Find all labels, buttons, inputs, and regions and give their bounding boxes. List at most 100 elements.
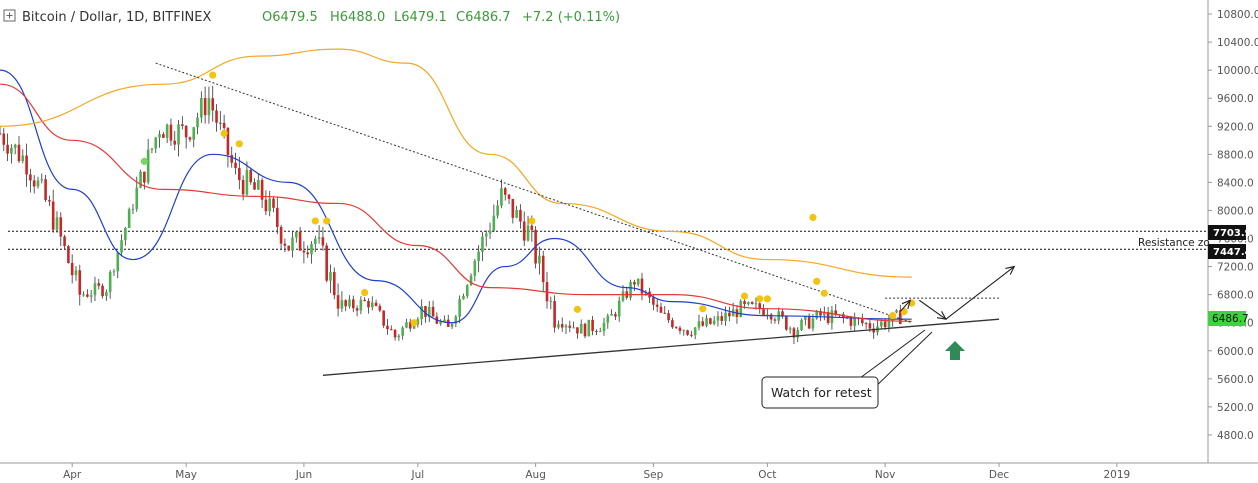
signal-dot <box>140 157 148 165</box>
candle-up <box>82 294 85 296</box>
candle-down <box>386 325 389 330</box>
candle-up <box>469 275 473 286</box>
candle-up <box>621 291 625 301</box>
candle-up <box>564 325 568 328</box>
candle-down <box>883 321 887 328</box>
candle-up <box>484 233 488 237</box>
moving-averages <box>0 48 912 324</box>
candle-up <box>450 323 454 327</box>
time-tick-label: Sep <box>643 469 663 481</box>
signal-dot <box>220 129 228 137</box>
price-tick-label: 6800.0 <box>1217 290 1254 302</box>
candle-down <box>389 329 393 331</box>
candle-up <box>492 215 496 231</box>
candle-down <box>674 327 678 329</box>
price-tick-label: 9600.0 <box>1217 93 1254 105</box>
callout-text: Watch for retest <box>771 385 872 400</box>
projection-arrowhead <box>901 299 912 310</box>
signal-dot <box>820 289 828 297</box>
candle-down <box>67 246 70 264</box>
candle-up <box>549 301 553 303</box>
price-tick-label: 6000.0 <box>1217 346 1254 358</box>
candle-down <box>29 174 32 181</box>
candle-down <box>568 325 572 328</box>
candle-up <box>458 299 461 317</box>
candle-down <box>63 236 66 247</box>
candle-up <box>116 252 120 272</box>
signal-dot <box>756 295 764 303</box>
time-tick-label: May <box>175 469 197 481</box>
signal-dot <box>323 217 331 225</box>
candle-down <box>0 133 2 135</box>
signal-dot <box>809 213 817 222</box>
candle-up <box>515 209 518 218</box>
candle-down <box>59 217 63 237</box>
candle-up <box>427 306 431 317</box>
candle-up <box>370 302 374 308</box>
candle-up <box>13 144 17 148</box>
candle-up <box>310 244 313 255</box>
projection-segment <box>899 299 911 312</box>
candle-down <box>260 180 264 200</box>
candle-up <box>196 117 199 128</box>
candle-up <box>853 317 857 326</box>
candle-up <box>112 271 116 273</box>
resistance-label: Resistance zo <box>1138 237 1210 249</box>
candle-down <box>522 221 526 241</box>
signal-dot <box>813 277 821 285</box>
signal-dot <box>528 217 536 225</box>
signal-dot <box>699 305 707 313</box>
price-tick-label: 4800.0 <box>1217 430 1254 442</box>
horizontal-levels <box>8 230 1208 250</box>
candle-down <box>344 300 347 307</box>
collapse-icon[interactable] <box>3 9 16 22</box>
candle-down <box>652 297 655 305</box>
candle-up <box>572 327 575 329</box>
price-tick-label: 9200.0 <box>1217 121 1254 133</box>
candle-up <box>887 321 891 328</box>
candle-up <box>207 98 211 116</box>
candle-up <box>348 299 351 307</box>
candle-down <box>424 305 427 317</box>
candle-down <box>576 327 579 334</box>
candle-up <box>579 323 583 334</box>
candle-down <box>162 134 165 138</box>
candle-down <box>861 319 864 324</box>
time-tick-label: Apr <box>63 469 82 481</box>
candle-down <box>720 316 724 321</box>
candle-down <box>792 328 796 338</box>
time-axis-ticks: Apr May Jun Jul Aug Sep Oct Nov Dec 2019 <box>63 463 1130 481</box>
candle-up <box>245 170 249 195</box>
candle-up <box>788 328 792 330</box>
ohlc-high: H6488.0 <box>330 10 385 25</box>
candle-up <box>317 237 321 239</box>
candle-up <box>443 319 446 322</box>
candle-down <box>222 122 226 129</box>
candle-down <box>32 180 36 187</box>
candle-up <box>697 321 701 328</box>
candle-up <box>10 147 13 154</box>
candle-up <box>154 137 158 149</box>
candle-down <box>302 250 306 253</box>
candle-up <box>105 292 108 297</box>
candle-up <box>158 134 161 138</box>
candle-up <box>739 301 743 318</box>
candle-up <box>477 251 480 261</box>
candle-up <box>811 318 815 329</box>
candle-up <box>74 270 78 276</box>
retest-callout[interactable]: Watch for retest <box>761 329 933 409</box>
candle-down <box>507 194 511 199</box>
candle-down <box>184 125 188 138</box>
level-label-upper: 7703.9 <box>1208 225 1252 240</box>
candle-up <box>712 320 716 324</box>
candle-down <box>283 243 287 246</box>
candle-down <box>336 295 340 309</box>
candle-up <box>55 217 59 230</box>
candle-down <box>659 306 663 313</box>
up-arrow-icon <box>945 341 965 360</box>
candle-up <box>397 335 401 338</box>
candle-up <box>481 236 484 252</box>
candle-up <box>295 231 298 238</box>
